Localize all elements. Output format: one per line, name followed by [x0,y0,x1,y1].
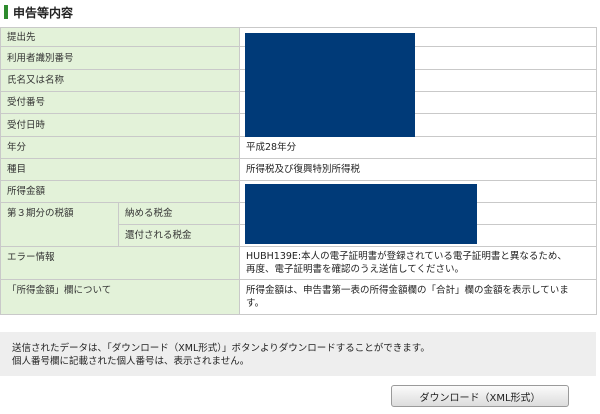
row-label-submit-to: 提出先 [0,27,241,47]
row-label-receipt-date: 受付日時 [0,113,241,137]
download-xml-button[interactable]: ダウンロード（XML形式） [391,385,569,407]
row-label-year: 年分 [0,136,241,159]
row-sublabel-pay: 納める税金 [117,202,241,225]
row-label-receipt-no: 受付番号 [0,91,241,114]
table-row: 「所得金額」欄について 所得金額は、申告書第一表の所得金額欄の「合計」欄の金額を… [0,279,598,315]
row-label-user-id: 利用者識別番号 [0,46,241,70]
row-sublabel-refund: 還付される税金 [117,224,241,247]
section-title: 申告等内容 [13,5,74,20]
error-message-line1: HUBH139E:本人の電子証明書が登録されている電子証明書と異なるため、 [246,251,567,262]
row-value-category: 所得税及び復興特別所得税 [239,158,598,181]
redaction-block-personal-info [245,33,415,137]
section-header: 申告等内容 [0,0,600,24]
row-label-name: 氏名又は名称 [0,69,241,92]
section-accent-bar [4,5,8,19]
download-notice: 送信されたデータは、「ダウンロード（XML形式）」ボタンよりダウンロードすること… [0,332,596,376]
redaction-block-amounts [245,184,477,244]
row-label-income: 所得金額 [0,180,241,203]
table-row: 年分 平成28年分 [0,136,598,159]
income-note-line2: す。 [246,298,265,309]
row-value-income-note: 所得金額は、申告書第一表の所得金額欄の「合計」欄の金額を表示していま す。 [239,279,598,315]
row-label-q3-tax: 第３期分の税額 [0,202,119,247]
error-message-line2: 再度、電子証明書を確認のうえ送信してください。 [246,264,464,275]
notice-line2: 個人番号欄に記載された個人番号は、表示されません。 [12,356,250,367]
row-label-error: エラー情報 [0,246,241,280]
notice-line1: 送信されたデータは、「ダウンロード（XML形式）」ボタンよりダウンロードすること… [12,343,430,354]
row-value-error: HUBH139E:本人の電子証明書が登録されている電子証明書と異なるため、 再度… [239,246,598,280]
row-label-income-note: 「所得金額」欄について [0,279,241,315]
row-label-category: 種目 [0,158,241,181]
table-row: 種目 所得税及び復興特別所得税 [0,158,598,181]
income-note-line1: 所得金額は、申告書第一表の所得金額欄の「合計」欄の金額を表示していま [246,285,569,296]
row-value-year: 平成28年分 [239,136,598,159]
table-row: エラー情報 HUBH139E:本人の電子証明書が登録されている電子証明書と異なる… [0,246,598,280]
